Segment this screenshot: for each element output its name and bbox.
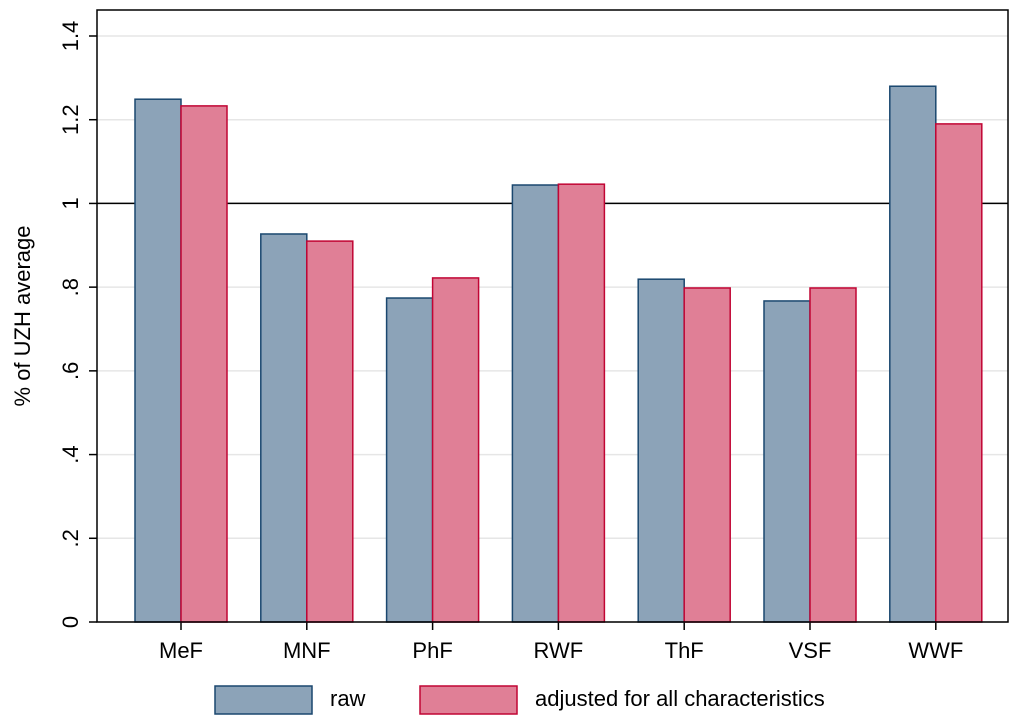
bar — [763, 300, 811, 623]
y-tick-label: .6 — [58, 362, 83, 380]
y-axis-label: % of UZH average — [10, 226, 35, 407]
bar — [134, 98, 182, 623]
legend-swatch — [419, 685, 518, 715]
bar — [260, 233, 308, 623]
bar — [809, 287, 857, 623]
x-tick-label: RWF — [534, 638, 584, 663]
legend-swatch — [214, 685, 313, 715]
y-tick-label: .4 — [58, 445, 83, 463]
legend-label: adjusted for all characteristics — [535, 686, 825, 711]
bar — [935, 123, 983, 623]
plot-frame — [96, 9, 1009, 623]
bar — [306, 240, 354, 623]
y-tick-label: .8 — [58, 278, 83, 296]
x-tick-label: WWF — [908, 638, 963, 663]
legend-label: raw — [330, 686, 366, 711]
bar — [889, 85, 937, 623]
bar — [557, 183, 606, 623]
bar — [431, 277, 480, 623]
x-tick-label: PhF — [412, 638, 452, 663]
bar — [683, 287, 731, 623]
bar — [180, 105, 228, 623]
y-tick-label: 1.4 — [58, 21, 83, 52]
y-tick-label: 0 — [58, 616, 83, 628]
x-tick-label: ThF — [665, 638, 704, 663]
bar — [385, 297, 434, 623]
y-tick-label: 1.2 — [58, 104, 83, 135]
x-tick-label: VSF — [789, 638, 832, 663]
y-tick-label: .2 — [58, 529, 83, 547]
y-tick-label: 1 — [58, 197, 83, 209]
x-tick-label: MeF — [159, 638, 203, 663]
bar — [511, 184, 560, 623]
bar — [637, 278, 685, 623]
x-tick-label: MNF — [283, 638, 331, 663]
